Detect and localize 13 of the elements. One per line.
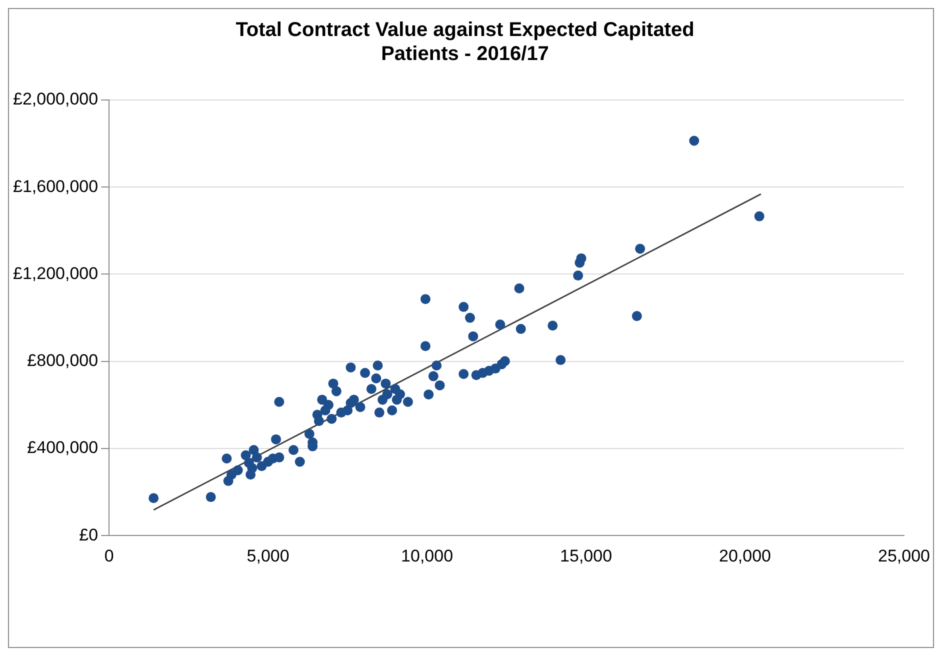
y-tick-label: £2,000,000 bbox=[12, 90, 98, 109]
y-tick-label: £0 bbox=[79, 525, 98, 544]
chart-title: Total Contract Value against Expected Capitated Patients - 2016/17 bbox=[234, 18, 696, 66]
y-tick-label: £400,000 bbox=[27, 438, 98, 458]
x-tick-label: 20,000 bbox=[719, 546, 772, 566]
y-tick-label: £800,000 bbox=[27, 351, 98, 370]
x-tick-label: 5,000 bbox=[246, 546, 290, 566]
x-tick-label: 25,000 bbox=[878, 546, 930, 566]
y-tick-label: £1,200,000 bbox=[12, 264, 98, 283]
x-tick-label: 10,000 bbox=[401, 546, 454, 566]
x-tick-label: 15,000 bbox=[560, 546, 612, 566]
x-tick-label: 0 bbox=[104, 546, 114, 566]
y-tick-label: £1,600,000 bbox=[12, 176, 98, 196]
